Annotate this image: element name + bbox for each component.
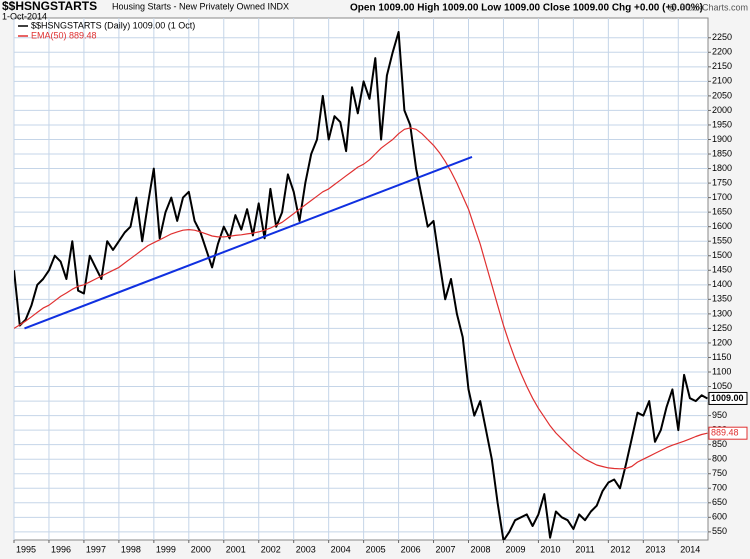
- y-tick-label: 2050: [712, 90, 732, 100]
- y-tick-label: 1400: [712, 279, 732, 289]
- x-tick-label: 2009: [505, 544, 525, 554]
- x-tick-label: 1996: [51, 544, 71, 554]
- x-tick-label: 1997: [86, 544, 106, 554]
- y-tick-label: 2250: [712, 32, 732, 42]
- data-line: [14, 31, 708, 540]
- y-tick-label: 1600: [712, 221, 732, 231]
- y-tick-label: 1250: [712, 323, 732, 333]
- y-tick-label: 800: [712, 454, 727, 464]
- x-tick-label: 2014: [680, 544, 700, 554]
- x-tick-label: 1998: [121, 544, 141, 554]
- y-tick-label: 600: [712, 512, 727, 522]
- y-tick-label: 1200: [712, 337, 732, 347]
- end-label: 889.48: [711, 428, 739, 438]
- x-tick-label: 1995: [16, 544, 36, 554]
- x-tick-label: 2003: [296, 544, 316, 554]
- end-label-box: [708, 426, 748, 440]
- y-tick-label: 1300: [712, 308, 732, 318]
- y-tick-label: 2000: [712, 105, 732, 115]
- legend-label: $$HSNGSTARTS (Daily) 1009.00 (1 Oct): [31, 20, 195, 30]
- y-tick-label: 1750: [712, 177, 732, 187]
- y-tick-label: 1050: [712, 381, 732, 391]
- x-tick-label: 2011: [575, 544, 594, 554]
- end-label: 1009.00: [711, 393, 744, 403]
- x-tick-label: 2005: [366, 544, 386, 554]
- y-tick-label: 550: [712, 526, 727, 536]
- x-tick-label: 2007: [436, 544, 456, 554]
- x-tick-label: 2002: [261, 544, 281, 554]
- legend-label: EMA(50) 889.48: [31, 30, 97, 40]
- y-tick-label: 650: [712, 497, 727, 507]
- end-label-box: [708, 391, 748, 405]
- y-tick-label: 700: [712, 483, 727, 493]
- x-tick-label: 2006: [401, 544, 421, 554]
- y-tick-label: 1500: [712, 250, 732, 260]
- source: @ StockCharts.com: [668, 2, 748, 12]
- x-tick-label: 2013: [645, 544, 665, 554]
- trend-line: [24, 155, 473, 330]
- plot-area: [13, 17, 709, 541]
- x-tick-label: 1999: [156, 544, 176, 554]
- y-tick-label: 850: [712, 439, 727, 449]
- y-tick-label: 1700: [712, 192, 732, 202]
- y-tick-label: 1350: [712, 294, 732, 304]
- x-tick-label: 2004: [331, 544, 351, 554]
- y-tick-label: 1100: [712, 366, 731, 376]
- x-tick-label: 2001: [226, 544, 246, 554]
- x-tick-label: 2008: [471, 544, 491, 554]
- y-tick-label: 1150: [712, 352, 731, 362]
- y-tick-label: 2100: [712, 76, 732, 86]
- y-tick-label: 2150: [712, 61, 732, 71]
- series-group: [14, 31, 708, 540]
- y-tick-label: 1950: [712, 119, 732, 129]
- date-label: 1-Oct-2014: [2, 11, 47, 21]
- chart-subtitle: Housing Starts - New Privately Owned IND…: [112, 1, 289, 11]
- x-tick-label: 2010: [540, 544, 560, 554]
- data-line: [14, 127, 708, 470]
- x-tick-label: 2012: [610, 544, 630, 554]
- y-tick-label: 1800: [712, 163, 732, 173]
- x-tick-label: 2000: [191, 544, 211, 554]
- y-tick-label: 1650: [712, 207, 732, 217]
- y-tick-label: 2200: [712, 47, 732, 57]
- y-tick-label: 950: [712, 410, 727, 420]
- quote: Open 1009.00 High 1009.00 Low 1009.00 Cl…: [350, 3, 703, 14]
- y-tick-label: 1450: [712, 265, 732, 275]
- y-tick-label: 1550: [712, 236, 732, 246]
- y-tick-label: 750: [712, 468, 727, 478]
- y-tick-label: 1850: [712, 148, 732, 158]
- y-tick-label: 1900: [712, 134, 732, 144]
- chart-title: $$HSNGSTARTS: [2, 0, 97, 13]
